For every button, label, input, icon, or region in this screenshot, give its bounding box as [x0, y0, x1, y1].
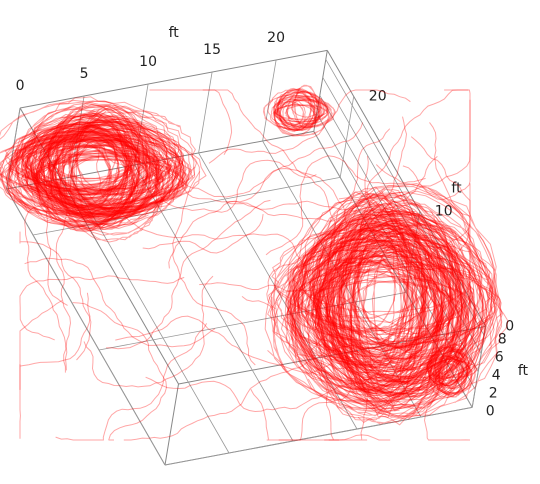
- x-tick-label: 15: [203, 42, 221, 58]
- box-edge: [165, 384, 179, 465]
- z-tick-label: 2: [489, 385, 498, 401]
- z-axis-title: ft: [518, 363, 529, 379]
- trajectory: [20, 232, 91, 360]
- x-tick-label: 10: [139, 54, 157, 70]
- trajectory: [156, 122, 363, 197]
- x-tick-label: 20: [267, 30, 285, 46]
- trajectory: [20, 301, 62, 439]
- trajectory: [56, 323, 207, 440]
- grid-line: [263, 60, 277, 141]
- trajectory: [73, 303, 167, 440]
- chart: 051015200102002468ftftft: [0, 0, 540, 484]
- trajectory: [20, 293, 90, 390]
- trajectories: [0, 85, 508, 440]
- z-tick-label: 4: [492, 367, 501, 383]
- x-tick-label: 5: [80, 66, 89, 82]
- z-tick-label: 0: [486, 403, 495, 419]
- x-tick-label: 0: [16, 78, 25, 94]
- grid-line: [199, 72, 213, 153]
- x-axis-title: ft: [169, 25, 180, 41]
- y-tick-label: 20: [369, 88, 387, 104]
- trajectory: [124, 353, 325, 440]
